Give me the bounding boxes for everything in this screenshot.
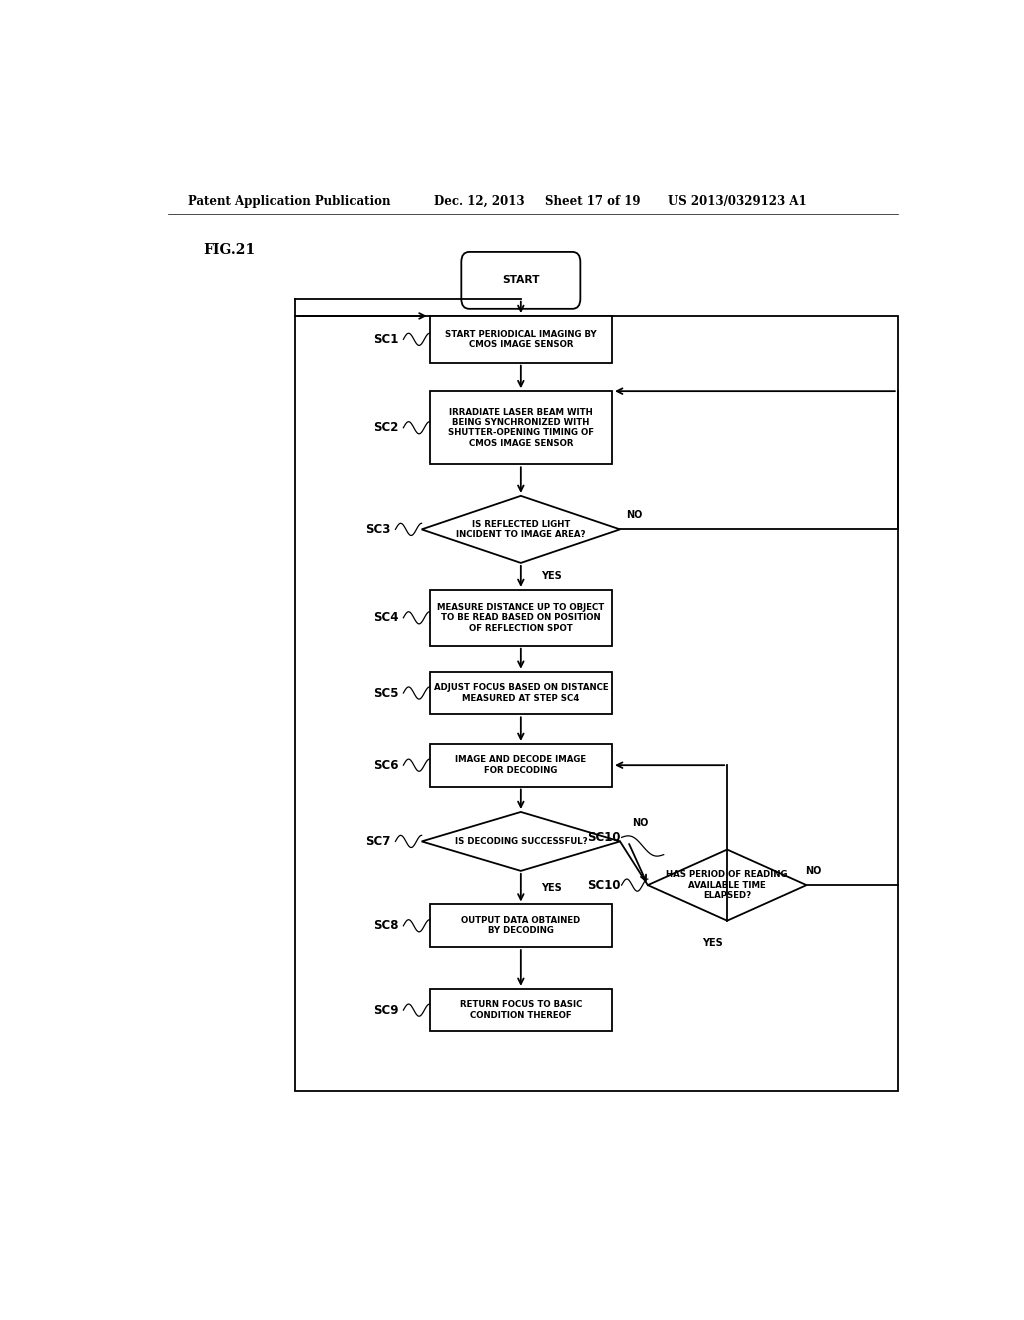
Text: Patent Application Publication: Patent Application Publication	[187, 194, 390, 207]
Text: SC7: SC7	[366, 836, 391, 847]
Text: SC9: SC9	[373, 1003, 398, 1016]
Text: SC1: SC1	[373, 333, 398, 346]
Text: FIG.21: FIG.21	[204, 243, 256, 257]
Text: SC10: SC10	[588, 830, 621, 843]
Bar	[295, 315, 898, 1092]
Text: YES: YES	[702, 939, 723, 948]
Bar	[430, 315, 612, 363]
Bar	[430, 672, 612, 714]
Text: IRRADIATE LASER BEAM WITH
BEING SYNCHRONIZED WITH
SHUTTER-OPENING TIMING OF
CMOS: IRRADIATE LASER BEAM WITH BEING SYNCHRON…	[447, 408, 594, 447]
Text: SC4: SC4	[373, 611, 398, 624]
Text: START PERIODICAL IMAGING BY
CMOS IMAGE SENSOR: START PERIODICAL IMAGING BY CMOS IMAGE S…	[445, 330, 597, 348]
Text: YES: YES	[541, 572, 561, 581]
Polygon shape	[422, 496, 620, 562]
Bar	[430, 989, 612, 1031]
Text: ADJUST FOCUS BASED ON DISTANCE
MEASURED AT STEP SC4: ADJUST FOCUS BASED ON DISTANCE MEASURED …	[433, 684, 608, 702]
FancyBboxPatch shape	[461, 252, 581, 309]
Bar	[430, 391, 612, 465]
Text: SC6: SC6	[373, 759, 398, 772]
Bar	[430, 744, 612, 787]
Text: START: START	[502, 276, 540, 285]
Text: SC3: SC3	[366, 523, 391, 536]
Text: IS DECODING SUCCESSFUL?: IS DECODING SUCCESSFUL?	[455, 837, 587, 846]
Text: NO: NO	[632, 818, 648, 828]
Text: IS REFLECTED LIGHT
INCIDENT TO IMAGE AREA?: IS REFLECTED LIGHT INCIDENT TO IMAGE ARE…	[456, 520, 586, 539]
Text: IMAGE AND DECODE IMAGE
FOR DECODING: IMAGE AND DECODE IMAGE FOR DECODING	[456, 755, 587, 775]
Polygon shape	[422, 812, 620, 871]
Text: Sheet 17 of 19: Sheet 17 of 19	[545, 194, 640, 207]
Bar	[430, 904, 612, 948]
Text: HAS PERIOD OF READING
AVAILABLE TIME
ELAPSED?: HAS PERIOD OF READING AVAILABLE TIME ELA…	[667, 870, 787, 900]
Text: SC2: SC2	[373, 421, 398, 434]
Text: SC5: SC5	[373, 686, 398, 700]
Text: NO: NO	[805, 866, 821, 876]
Text: RETURN FOCUS TO BASIC
CONDITION THEREOF: RETURN FOCUS TO BASIC CONDITION THEREOF	[460, 1001, 582, 1020]
Bar	[430, 590, 612, 645]
Text: SC10: SC10	[588, 879, 621, 891]
Text: SC8: SC8	[373, 919, 398, 932]
Text: YES: YES	[541, 883, 561, 892]
Text: NO: NO	[626, 510, 642, 520]
Text: OUTPUT DATA OBTAINED
BY DECODING: OUTPUT DATA OBTAINED BY DECODING	[461, 916, 581, 936]
Polygon shape	[648, 850, 807, 921]
Text: MEASURE DISTANCE UP TO OBJECT
TO BE READ BASED ON POSITION
OF REFLECTION SPOT: MEASURE DISTANCE UP TO OBJECT TO BE READ…	[437, 603, 604, 632]
Text: Dec. 12, 2013: Dec. 12, 2013	[433, 194, 524, 207]
Text: US 2013/0329123 A1: US 2013/0329123 A1	[668, 194, 806, 207]
